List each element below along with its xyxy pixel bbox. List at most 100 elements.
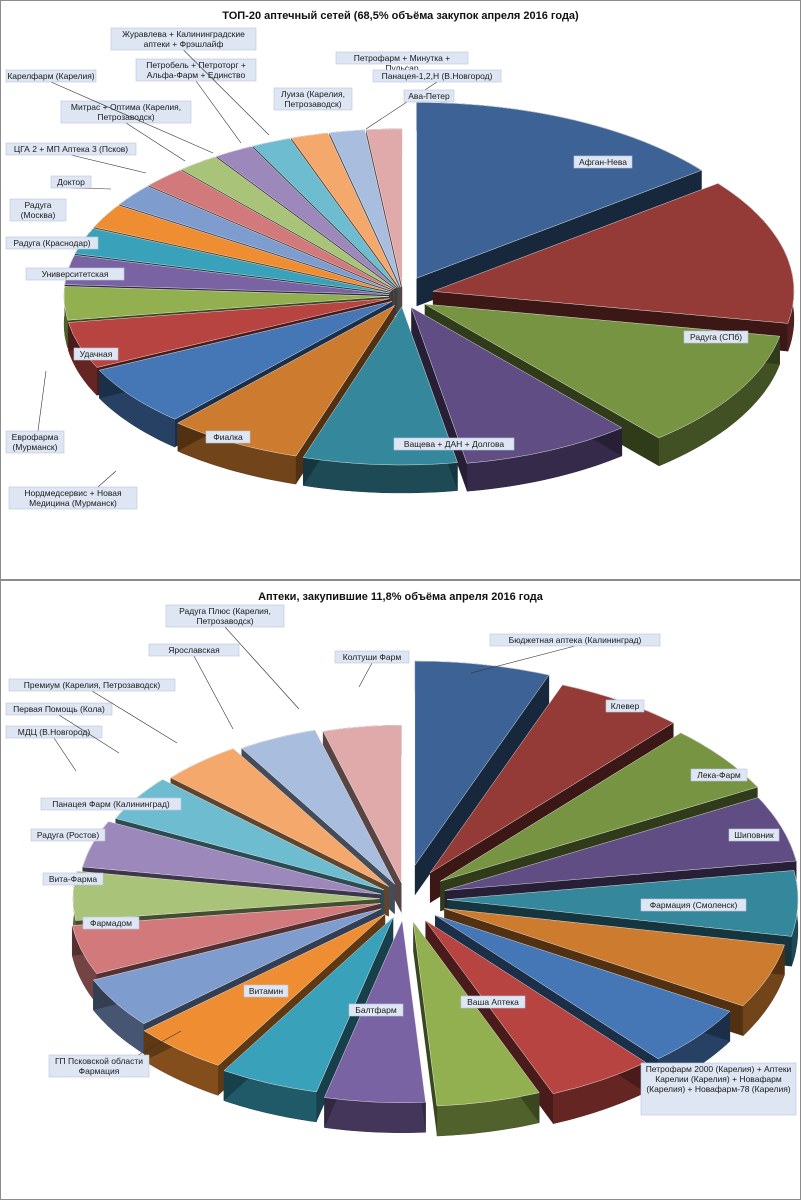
label-box (460, 995, 526, 1009)
label-box (5, 142, 137, 156)
slice-top (291, 132, 400, 288)
slice-label: Витамин (249, 986, 284, 996)
label-радуга-краснодар: Радуга (Краснодар) (5, 236, 99, 250)
slice-top (410, 306, 623, 464)
label-ярославская: Ярославская (148, 643, 240, 730)
slice-top (414, 660, 550, 867)
label-box (165, 604, 285, 628)
label-нордмедсервис-новая-медицина-мурманск: Нордмедсервис + Новая Медицина (Мурманск) (8, 470, 138, 510)
label-box (5, 236, 99, 250)
chart-title: Аптеки, закупившие 11,8% объёма апреля 2… (258, 591, 543, 603)
slice-label: Афган-Нева (579, 157, 627, 167)
label-фармадом: Фармадом (82, 916, 140, 930)
label-box (73, 347, 119, 361)
label-box (605, 699, 645, 713)
label-box (40, 797, 182, 811)
slice-фармадом (223, 917, 394, 1123)
slice-top (252, 138, 398, 288)
label-журавлева-калининградские-аптеки-фрэшлай: Журавлева + Калининградские аптеки + Фрэш… (110, 27, 270, 136)
label-митрас-оптима-карелия-петрозаводск: Митрас + Оптима (Карелия, Петрозаводск) (60, 100, 192, 162)
slice-top (432, 183, 795, 324)
leader-line (125, 122, 186, 162)
label-вита-фарма: Вита-Фарма (42, 872, 104, 886)
slice-wall (413, 921, 438, 1136)
pie-slices (63, 102, 795, 494)
pie-slices (71, 660, 799, 1137)
label-афган-нева: Афган-Нева (573, 155, 633, 169)
label-цга-2-мп-аптека-3-псков: ЦГА 2 + МП Аптека 3 (Псков) (5, 142, 147, 174)
label-box (273, 87, 353, 111)
slice-top (434, 914, 731, 1060)
leader-line (224, 626, 300, 710)
slice-top (412, 921, 540, 1107)
slice-labels: Бюджетная аптека (Калининград) Клевер Лека… (5, 604, 797, 1116)
slice-top (241, 730, 395, 885)
slice-label: Митрас + Оптима (Карелия, Петрозаводск) (71, 102, 181, 122)
label-ваша-аптека: Ваша Аптека (460, 995, 526, 1009)
label-box (335, 51, 469, 65)
slice-top (148, 169, 394, 290)
slice-top (68, 298, 390, 368)
label-box (60, 100, 192, 124)
label-box (148, 643, 240, 657)
top20-pie-chart: Афган-Нева Радуга (СПб) Ващева + ДАН + Дол… (5, 27, 795, 510)
slice-wall (414, 675, 549, 896)
slice-wall (316, 917, 394, 1122)
slice-label: Радуга (СПб) (690, 332, 742, 342)
slice-label: Ава-Петер (408, 91, 450, 101)
slice-label: Вита-Фарма (49, 874, 98, 884)
slice-top (72, 870, 380, 921)
leader-line (195, 80, 242, 144)
slice-labels: Афган-Нева Радуга (СПб) Ващева + ДАН + Дол… (5, 27, 749, 510)
label-шиповник: Шиповник (728, 828, 780, 842)
leader-line (470, 645, 576, 674)
slice-label: Ващева + ДАН + Долгова (404, 439, 505, 449)
slice-label: ГП Псковской области Фармация (55, 1056, 143, 1076)
leader-line (183, 49, 270, 136)
label-box (5, 702, 113, 716)
leader-line (91, 690, 178, 744)
pharmacies-pie-chart: Бюджетная аптека (Калининград) Клевер Лека… (5, 604, 799, 1137)
label-петрофарм-минутка-пульсар: Петрофарм + Минутка + Пульсар (335, 51, 469, 73)
slice-top (119, 186, 392, 291)
slice-label: Фиалка (213, 432, 243, 442)
label-петробель-петроторг-альфа-фарм-единство: Петробель + Петроторг + Альфа-Фарм + Един… (135, 58, 257, 144)
label-box (243, 984, 289, 998)
label-box (640, 898, 747, 912)
slice-top (416, 102, 702, 279)
label-box (5, 430, 65, 454)
leader-line (358, 662, 373, 688)
label-лека-фарм: Лека-Фарм (690, 768, 748, 782)
slice-label: Нордмедсервис + Новая Медицина (Мурманск) (24, 488, 122, 508)
label-box (48, 1054, 150, 1078)
label-box (393, 437, 515, 451)
label-удачная: Удачная (73, 347, 119, 361)
top20-chart-panel: ТОП-20 аптечный сетей (68,5% объёма заку… (0, 0, 801, 580)
slice-top (322, 725, 402, 884)
slice-top (223, 917, 394, 1093)
label-box (683, 330, 749, 344)
slice-top (440, 732, 758, 882)
slice-label: Шиповник (734, 830, 774, 840)
label-гп-псковской-области-фармация: ГП Псковской области Фармация (48, 1030, 182, 1078)
slice-top (82, 821, 382, 895)
label-еврофарма-мурманск: Еврофарма (Мурманск) (5, 370, 65, 454)
label-луиза-карелия-петрозаводск: Луиза (Карелия, Петрозаводск) (273, 87, 353, 111)
label-петрофарм-2000-карелия-аптеки-карелии-ка: Петрофарм 2000 (Карелия) + Аптеки Карелии… (640, 1062, 797, 1116)
slice-label: Петрофарм + Минутка + Пульсар (354, 53, 451, 73)
slice-top (329, 129, 401, 288)
slice-top (170, 748, 389, 887)
label-витамин: Витамин (243, 984, 289, 998)
slice-фиалка (410, 306, 623, 492)
slice-top (93, 205, 391, 292)
label-box (640, 1062, 797, 1116)
chart-title: ТОП-20 аптечный сетей (68,5% объёма заку… (222, 10, 579, 22)
slice-label: Фармадом (90, 918, 132, 928)
slice-label: Удачная (80, 349, 113, 359)
label-box (690, 768, 748, 782)
label-ава-петер: Ава-Петер (403, 89, 455, 103)
slice-витамин (412, 921, 540, 1137)
slice-top (446, 870, 799, 937)
slice-top (98, 301, 392, 420)
slice-label: Клевер (611, 701, 640, 711)
